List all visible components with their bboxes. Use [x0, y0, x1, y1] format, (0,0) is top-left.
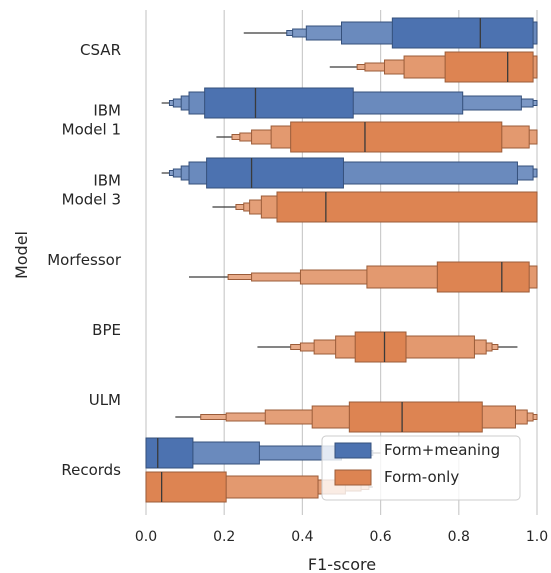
letter-value-box: [354, 331, 407, 363]
x-tick-label: 1.0: [526, 529, 548, 545]
category-label: CSAR: [80, 41, 121, 59]
category-label: BPE: [92, 321, 121, 339]
legend-label: Form-only: [384, 468, 459, 486]
legend-swatch: [334, 469, 372, 486]
x-tick-label: 0.6: [369, 529, 391, 545]
category-label: ULM: [89, 391, 121, 409]
letter-value-box: [391, 17, 534, 49]
letter-value-box: [436, 261, 530, 293]
x-tick-label: 0.4: [291, 529, 313, 545]
category-label: IBM: [93, 172, 121, 190]
x-tick-label: 0.0: [135, 529, 157, 545]
legend-swatch: [334, 442, 372, 459]
category-label: Morfessor: [47, 251, 122, 269]
letter-value-box: [276, 191, 538, 223]
legend: Form+meaning Form-only: [321, 435, 521, 501]
category-label: Model 1: [62, 121, 121, 139]
legend-label: Form+meaning: [384, 441, 500, 459]
letter-value-box: [145, 471, 227, 503]
letter-value-box: [206, 157, 344, 189]
x-tick-label: 0.8: [448, 529, 470, 545]
boxes-layer: [145, 17, 538, 503]
x-axis-title: F1-score: [308, 555, 376, 573]
letter-value-box: [204, 87, 354, 119]
letter-value-box: [444, 51, 534, 83]
category-label: Model 3: [62, 191, 121, 209]
category-label: Records: [61, 461, 121, 479]
letter-value-box: [290, 121, 503, 153]
x-tick-label: 0.2: [213, 529, 235, 545]
y-axis-title: Model: [12, 231, 31, 279]
letter-value-box: [145, 437, 194, 469]
category-label: IBM: [93, 102, 121, 120]
x-tick-labels: 0.0 0.2 0.4 0.6 0.8 1.0: [135, 529, 548, 545]
letter-value-box: [348, 401, 483, 433]
